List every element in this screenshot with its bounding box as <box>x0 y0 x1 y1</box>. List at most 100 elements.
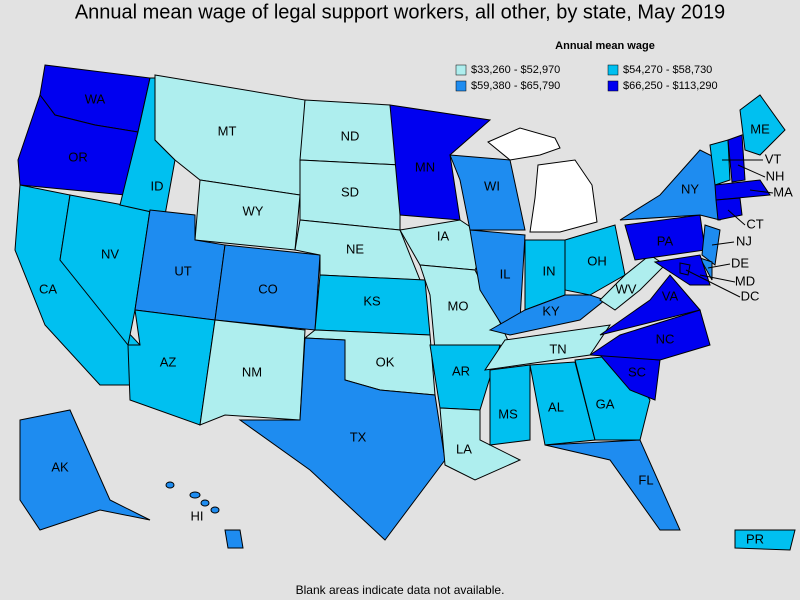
state-label: SD <box>341 184 359 199</box>
state-label: DE <box>731 255 749 270</box>
state-label: PR <box>746 531 764 546</box>
legend-label: $54,270 - $58,730 <box>623 64 712 76</box>
state-label: WY <box>243 203 264 218</box>
state-shape <box>619 149 721 221</box>
legend: $33,260 - $52,970 $54,270 - $58,730 $59,38… <box>455 64 718 92</box>
state-shape <box>389 104 492 221</box>
state-label: AR <box>452 363 470 378</box>
state-label: PA <box>657 233 674 248</box>
state-label: IL <box>500 266 511 281</box>
state-label: WV <box>616 281 637 296</box>
michigan <box>487 127 598 233</box>
state-label: AZ <box>160 354 177 369</box>
michigan-upper <box>487 127 561 161</box>
state-shape <box>679 262 691 276</box>
state-label: MS <box>498 406 518 421</box>
legend-swatch <box>607 80 619 92</box>
state-label: FL <box>638 472 653 487</box>
state-label: DC <box>741 288 760 303</box>
state-shape <box>709 139 731 186</box>
island <box>210 506 220 514</box>
state-shape <box>544 439 681 531</box>
state-label: WI <box>484 178 500 193</box>
state-shape <box>224 529 244 549</box>
state-label: NE <box>346 241 364 256</box>
state-shape <box>488 294 607 336</box>
legend-swatch <box>455 80 467 92</box>
state-shape <box>715 197 743 221</box>
state-shape <box>734 529 796 551</box>
state-label: WA <box>85 91 106 106</box>
leader-line <box>685 269 741 298</box>
state-label: NJ <box>736 233 752 248</box>
state-label: TN <box>549 341 566 356</box>
state-shape <box>739 94 786 156</box>
leader-line <box>749 189 774 194</box>
state-shape <box>439 407 522 481</box>
leader-line <box>699 274 736 283</box>
leader-line <box>707 263 731 269</box>
state-label: NC <box>656 331 675 346</box>
state-label: IA <box>437 228 450 243</box>
state-label: MO <box>448 298 469 313</box>
state-shape <box>199 319 306 426</box>
state-shape <box>599 274 701 336</box>
state-shape <box>19 409 151 531</box>
state-label: MT <box>218 123 237 138</box>
states <box>14 64 796 551</box>
state-shape <box>588 309 711 361</box>
state-shape <box>714 179 771 201</box>
state-label: TX <box>350 429 367 444</box>
state-label: AL <box>548 399 564 414</box>
state-label: CT <box>746 216 763 231</box>
state-shape <box>727 134 746 183</box>
state-label: MD <box>735 273 755 288</box>
state-label: ID <box>151 178 164 193</box>
footnote: Blank areas indicate data not available. <box>296 583 505 597</box>
state-label: OH <box>587 253 607 268</box>
state-label: IN <box>543 263 556 278</box>
legend-swatch <box>455 64 467 76</box>
state-label: NY <box>681 181 699 196</box>
state-label: MN <box>415 159 435 174</box>
state-shape <box>701 224 721 266</box>
state-label: LA <box>456 441 472 456</box>
state-shape <box>449 154 526 231</box>
island <box>189 491 201 499</box>
state-label: VT <box>765 151 782 166</box>
legend-label: $66,250 - $113,290 <box>623 80 718 92</box>
state-label: KS <box>363 293 381 308</box>
leader-line <box>727 209 746 226</box>
state-label: ND <box>341 128 360 143</box>
legend-label: $59,380 - $65,790 <box>471 80 560 92</box>
state-label: CA <box>39 281 57 296</box>
state-label: HI <box>191 508 204 523</box>
michigan-lower <box>529 159 598 233</box>
state-label: CO <box>258 281 278 296</box>
state-shape <box>489 364 531 446</box>
state-label: NV <box>101 246 119 261</box>
legend-label: $33,260 - $52,970 <box>471 64 560 76</box>
state-label: VA <box>662 288 679 303</box>
state-label: NM <box>242 364 262 379</box>
state-labels: WA OR CA NV ID MT WY UT CO AZ NM ND SD NE KS OK TX MN IA MO… <box>39 91 793 546</box>
legend-swatch <box>607 64 619 76</box>
leader-line <box>737 164 766 178</box>
state-label: NH <box>766 168 785 183</box>
island <box>165 481 175 489</box>
state-shape <box>564 224 626 296</box>
state-label: KY <box>542 303 560 318</box>
island <box>200 499 210 507</box>
state-label: UT <box>174 263 191 278</box>
state-label: OR <box>68 149 88 164</box>
state-label: GA <box>596 396 615 411</box>
state-label: ME <box>750 121 770 136</box>
leader-line <box>711 241 735 246</box>
state-label: OK <box>376 354 395 369</box>
state-label: AK <box>51 459 69 474</box>
legend-title: Annual mean wage <box>555 40 655 52</box>
state-label: SC <box>628 364 646 379</box>
map-title: Annual mean wage of legal support worker… <box>75 1 725 23</box>
